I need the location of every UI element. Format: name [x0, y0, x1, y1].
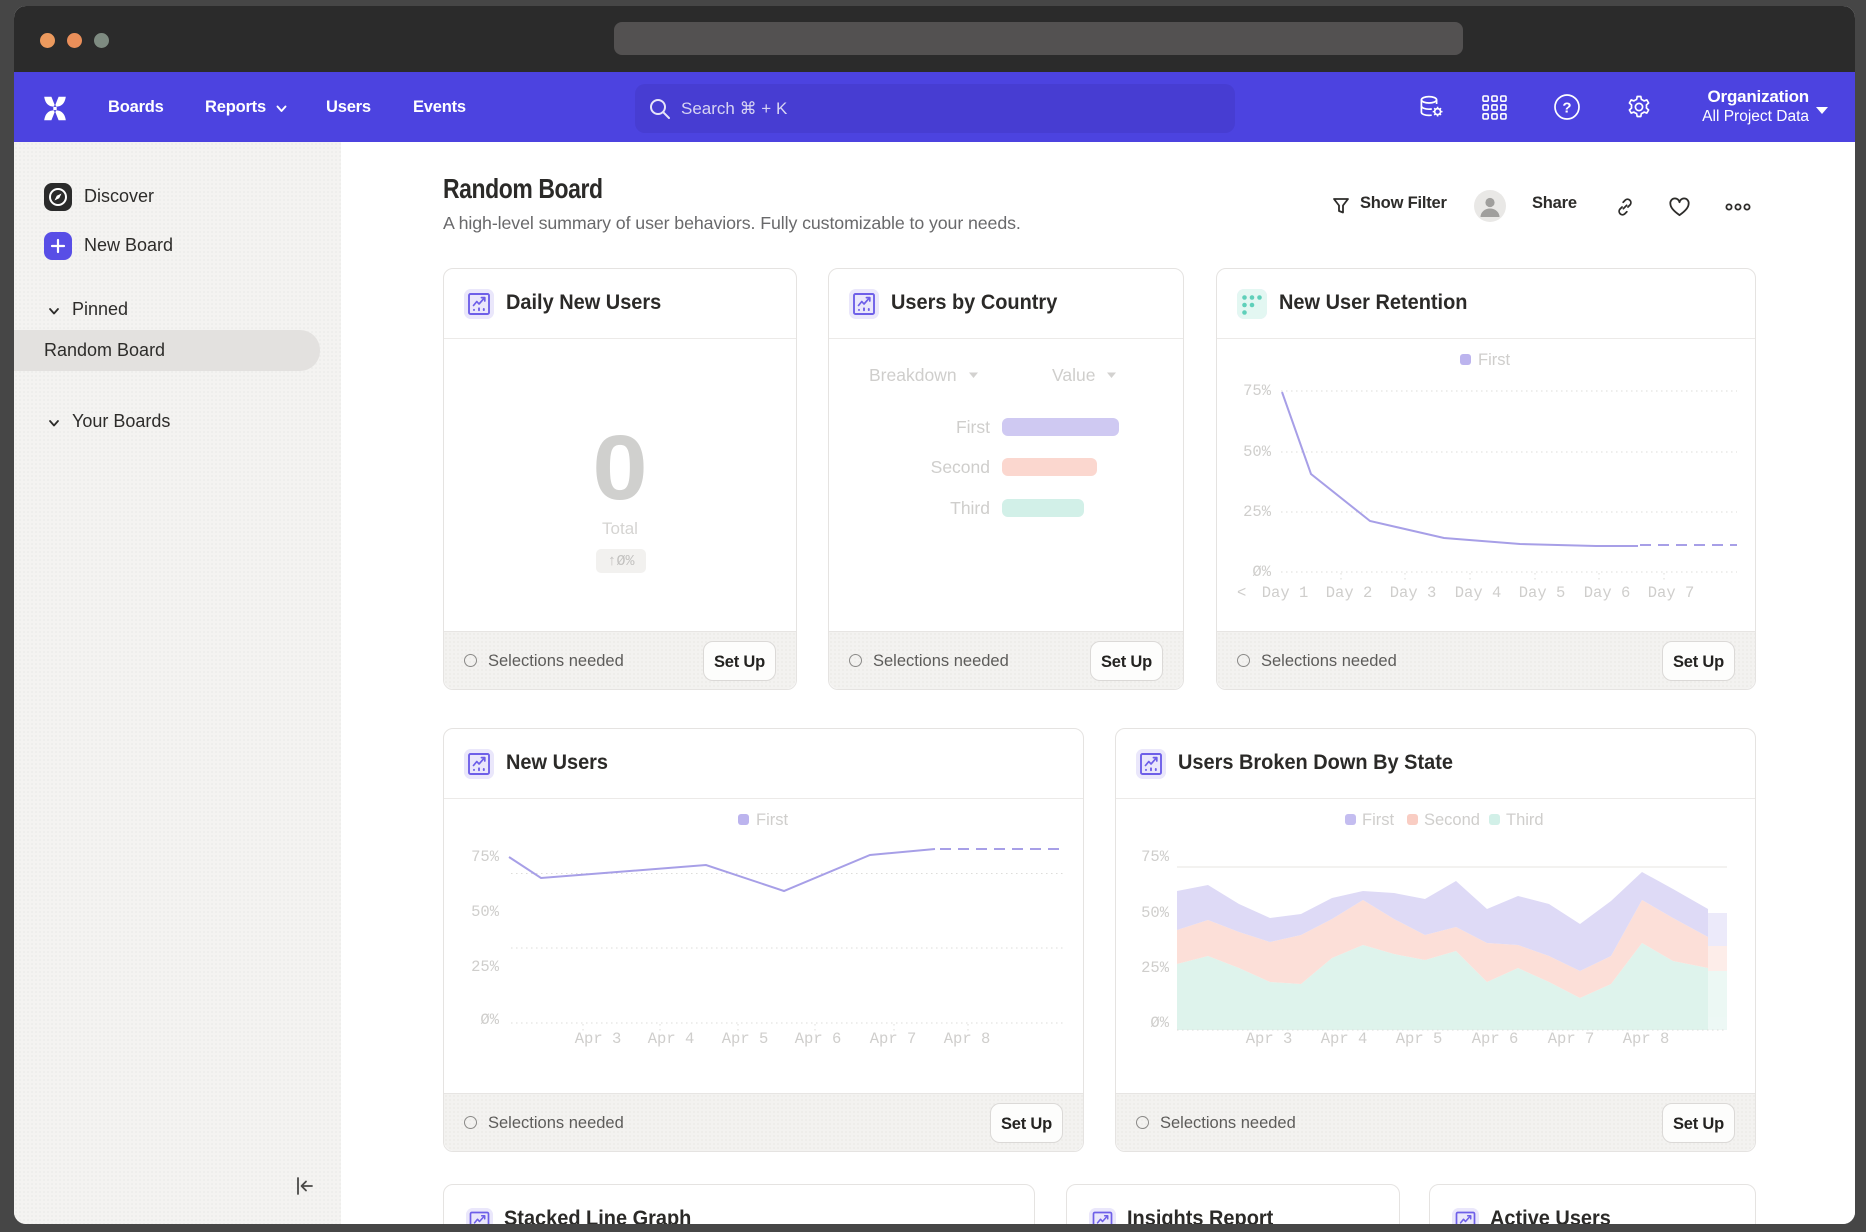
- svg-text:?: ?: [1562, 100, 1571, 117]
